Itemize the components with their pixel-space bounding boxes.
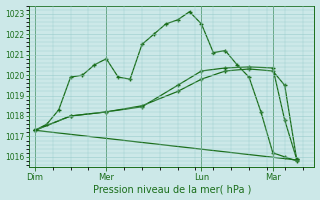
X-axis label: Pression niveau de la mer( hPa ): Pression niveau de la mer( hPa ) xyxy=(92,184,251,194)
